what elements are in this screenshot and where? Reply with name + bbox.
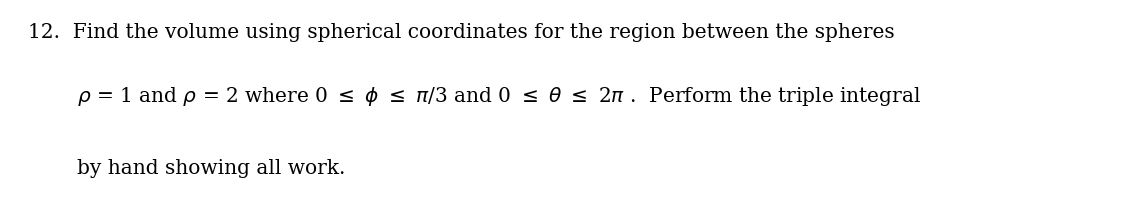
Text: by hand showing all work.: by hand showing all work. bbox=[77, 159, 346, 178]
Text: 12.  Find the volume using spherical coordinates for the region between the sphe: 12. Find the volume using spherical coor… bbox=[28, 23, 896, 42]
Text: $\rho$ = 1 and $\rho$ = 2 where 0 $\leq$ $\phi$ $\leq$ $\pi$/3 and 0 $\leq$ $\th: $\rho$ = 1 and $\rho$ = 2 where 0 $\leq$… bbox=[77, 85, 922, 108]
